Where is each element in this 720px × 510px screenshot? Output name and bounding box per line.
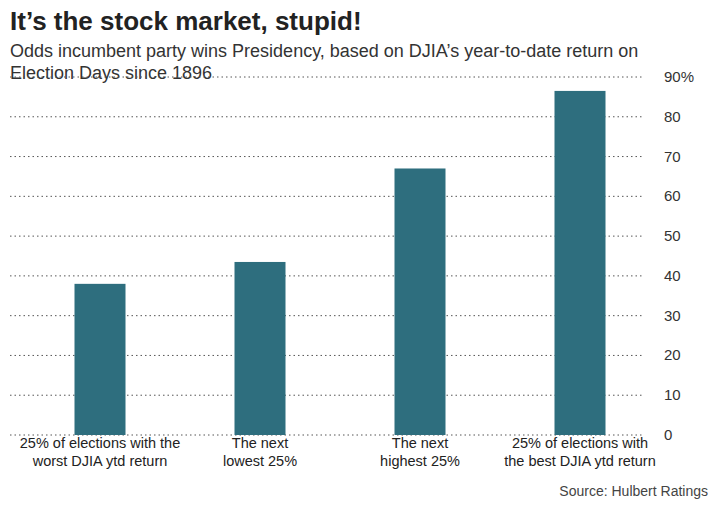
tick-label: 50 <box>664 227 681 244</box>
grid <box>10 77 642 435</box>
grid-line <box>10 196 642 197</box>
tick-label: 70 <box>664 148 681 165</box>
category-label: The nexthighest 25% <box>380 435 460 469</box>
chart: 0 10 20 30 40 50 60 70 80 90% 25% of elections wit… <box>0 0 720 510</box>
tick-label: 0 <box>664 426 672 443</box>
tick-label: 30 <box>664 307 681 324</box>
grid-line <box>10 116 642 117</box>
grid-line <box>10 156 642 157</box>
bars <box>75 91 606 435</box>
tick-label: 80 <box>664 108 681 125</box>
category-label: 25% of elections with theworst DJIA ytd … <box>20 435 180 469</box>
tick-label: 10 <box>664 386 681 403</box>
bar <box>555 91 606 435</box>
tick-label: 40 <box>664 267 681 284</box>
tick-label: 60 <box>664 187 681 204</box>
grid-line <box>10 275 642 276</box>
title: It’s the stock market, stupid! <box>10 6 362 37</box>
tick-label: 90% <box>664 68 694 85</box>
category-label: The nextlowest 25% <box>223 435 297 469</box>
source: Source: Hulbert Ratings <box>559 483 708 499</box>
category-label: 25% of elections withthe best DJIA ytd r… <box>504 435 656 469</box>
grid-line <box>10 236 642 237</box>
bar <box>235 262 286 435</box>
bar <box>75 284 126 435</box>
grid-line <box>10 77 642 78</box>
tick-label: 20 <box>664 346 681 363</box>
bar <box>395 168 446 435</box>
